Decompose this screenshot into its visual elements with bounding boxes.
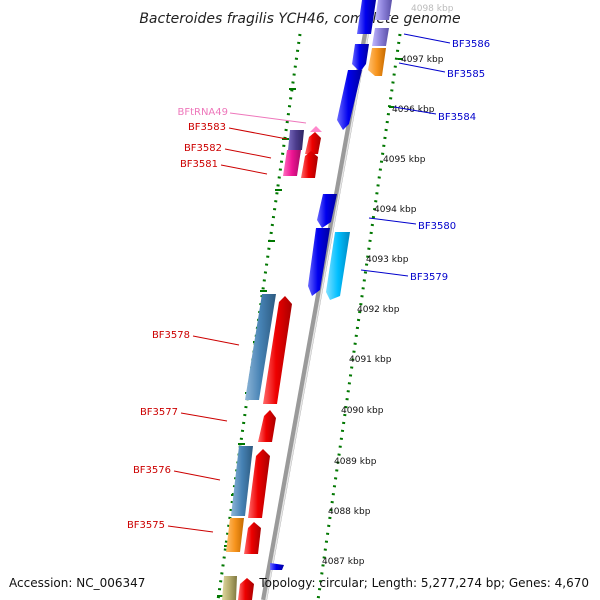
kbp-tick-labels: 4098 kbp 4097 kbp 4096 kbp 4095 kbp 4094…: [322, 4, 454, 567]
tick-label: 4089 kbp: [334, 457, 377, 467]
tick-label: 4098 kbp: [411, 4, 454, 14]
gene-label-left[interactable]: BF3575: [127, 520, 165, 531]
gene-label-right[interactable]: BF3579: [410, 272, 448, 283]
gene-arrow[interactable]: [301, 151, 318, 178]
gene-arrow[interactable]: [317, 194, 337, 228]
gene-label-right[interactable]: BF3585: [447, 69, 485, 80]
gene-arrow[interactable]: [248, 449, 270, 518]
tick-label: 4087 kbp: [322, 557, 365, 567]
gene-label-left[interactable]: BF3578: [152, 330, 190, 341]
backbone-highlight: [265, 0, 375, 600]
tick-label: 4091 kbp: [349, 355, 392, 365]
gene-arrow[interactable]: [357, 0, 376, 34]
gene-label-left[interactable]: BF3583: [188, 122, 226, 133]
gene-label-right[interactable]: BF3586: [452, 39, 490, 50]
gene-arrow[interactable]: [288, 130, 304, 150]
tick-label: 4093 kbp: [366, 255, 409, 265]
tick-label: 4095 kbp: [383, 155, 426, 165]
gene-arrow[interactable]: [231, 446, 253, 516]
tick-label: 4088 kbp: [328, 507, 371, 517]
trna-marker[interactable]: [310, 126, 322, 132]
gene-arrow[interactable]: [308, 228, 330, 296]
gene-arrow[interactable]: [258, 410, 276, 442]
gene-label-left[interactable]: BF3581: [180, 159, 218, 170]
gene-arrow[interactable]: [372, 28, 389, 46]
gene-arrow[interactable]: [305, 132, 321, 154]
gene-label-left[interactable]: BFtRNA49: [177, 107, 228, 118]
gene-arrow[interactable]: [263, 296, 292, 404]
left-gene-labels: BFtRNA49 BF3583 BF3582 BF3581 BF3578 BF3…: [127, 107, 307, 533]
gene-label-left[interactable]: BF3582: [184, 143, 222, 154]
gene-label-right[interactable]: BF3580: [418, 221, 456, 232]
gene-arrow[interactable]: [375, 0, 392, 20]
right-gene-labels: BF3586 BF3585 BF3584 BF3580 BF3579: [360, 33, 490, 283]
tick-label: 4092 kbp: [357, 305, 400, 315]
gene-arrow[interactable]: [244, 522, 261, 554]
gene-arrow[interactable]: [222, 576, 237, 600]
reverse-strand-genes: [270, 0, 392, 570]
gene-label-left[interactable]: BF3576: [133, 465, 171, 476]
gene-label-right[interactable]: BF3584: [438, 112, 476, 123]
gene-label-left[interactable]: BF3577: [140, 407, 178, 418]
gene-arrow[interactable]: [337, 70, 362, 130]
gene-arrow[interactable]: [352, 44, 369, 72]
gene-arrow[interactable]: [326, 232, 350, 300]
accession-text: Accession: NC_006347: [9, 576, 145, 590]
gene-arrow[interactable]: [245, 294, 276, 400]
gene-arrow[interactable]: [270, 563, 284, 570]
tick-label: 4090 kbp: [341, 406, 384, 416]
gene-arrow[interactable]: [238, 578, 254, 600]
tick-label: 4097 kbp: [401, 55, 444, 65]
topology-text: Topology: circular; Length: 5,277,274 bp…: [258, 576, 589, 590]
gene-arrow[interactable]: [368, 48, 386, 76]
gene-arrow[interactable]: [226, 518, 244, 552]
tick-label: 4094 kbp: [374, 205, 417, 215]
forward-strand-genes: [222, 126, 322, 600]
gene-arrow[interactable]: [283, 150, 301, 176]
